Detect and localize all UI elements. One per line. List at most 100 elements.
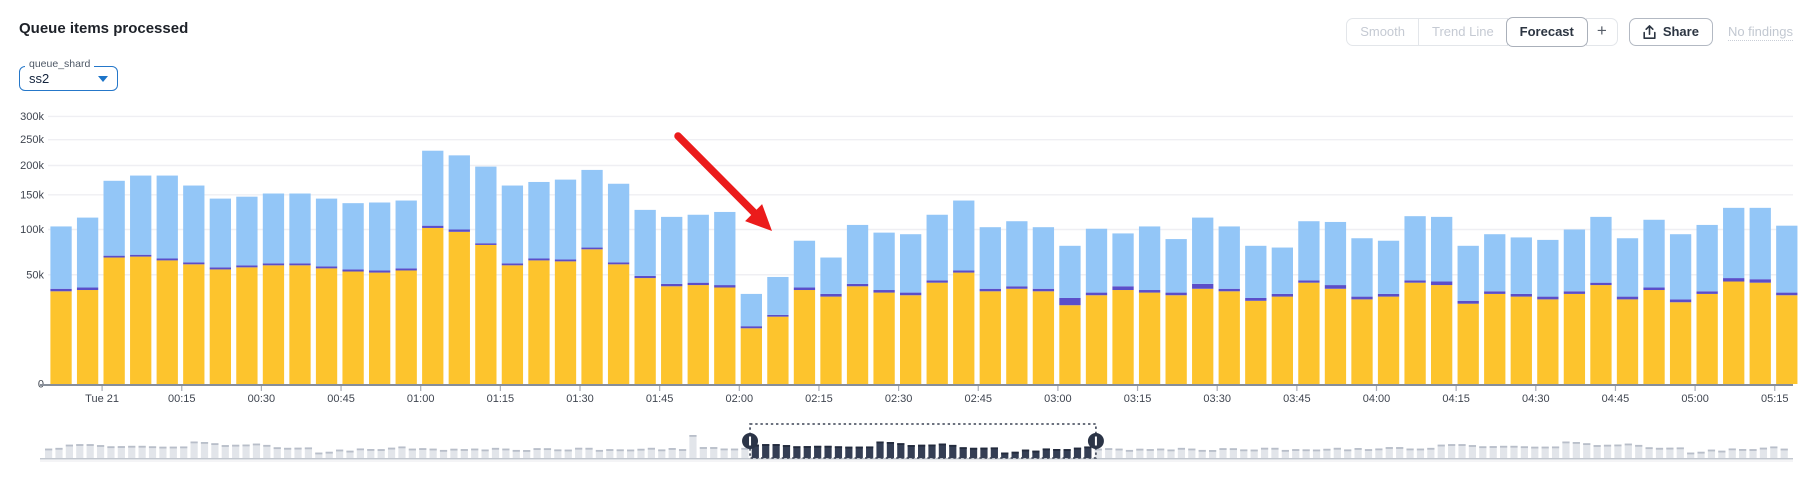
bar[interactable]	[900, 234, 922, 384]
bar[interactable]	[1431, 216, 1453, 384]
minimap-bar-cap	[169, 446, 177, 449]
bar[interactable]	[1457, 245, 1479, 384]
bar[interactable]	[926, 214, 948, 384]
bar[interactable]	[1245, 245, 1267, 384]
bar[interactable]	[475, 166, 497, 384]
bar[interactable]	[767, 276, 789, 384]
bar[interactable]	[422, 150, 444, 384]
minimap-bar-cap	[1583, 443, 1591, 446]
bar[interactable]	[1006, 221, 1028, 384]
bar[interactable]	[1298, 221, 1320, 384]
bar[interactable]	[634, 209, 656, 384]
bar[interactable]	[50, 226, 72, 384]
bar-segment-blue	[1669, 234, 1692, 300]
bar[interactable]	[369, 202, 391, 384]
bar[interactable]	[236, 196, 258, 384]
bar[interactable]	[687, 214, 709, 384]
bar[interactable]	[528, 181, 550, 384]
bar[interactable]	[1271, 247, 1293, 384]
minimap-bar	[1666, 447, 1674, 458]
bar-segment-purple	[1643, 287, 1665, 291]
bar[interactable]	[661, 216, 683, 384]
bar[interactable]	[395, 200, 417, 384]
minimap-bar	[1375, 448, 1383, 458]
bar[interactable]	[953, 200, 975, 384]
forecast-button[interactable]: Forecast	[1505, 17, 1588, 47]
bar[interactable]	[156, 175, 178, 384]
bar[interactable]	[315, 198, 338, 384]
bar[interactable]	[1669, 234, 1692, 384]
bar[interactable]	[76, 217, 99, 384]
bar[interactable]	[103, 180, 125, 384]
bar[interactable]	[1165, 239, 1187, 384]
bar[interactable]	[554, 179, 577, 384]
bar[interactable]	[820, 257, 842, 384]
minimap[interactable]	[40, 435, 1793, 462]
bar-segment-blue	[846, 224, 869, 284]
bar[interactable]	[1085, 228, 1108, 384]
bar-segment-purple	[1324, 285, 1347, 289]
minimap-bar-cap	[1021, 449, 1030, 452]
minimap-brush[interactable]	[742, 423, 1104, 459]
bar[interactable]	[979, 227, 1001, 384]
bar[interactable]	[1192, 217, 1214, 384]
minimap-bar-cap	[1260, 447, 1269, 450]
minimap-bar	[367, 449, 375, 458]
bar-segment-yellow	[1006, 288, 1028, 384]
bar[interactable]	[1563, 229, 1586, 385]
bar[interactable]	[1776, 225, 1798, 384]
bar[interactable]	[1324, 221, 1347, 384]
minimap-bar-cap	[1666, 447, 1674, 450]
bar-segment-purple	[1457, 300, 1479, 304]
bar[interactable]	[448, 155, 470, 384]
bar[interactable]	[714, 211, 736, 384]
bar[interactable]	[289, 193, 311, 384]
bar[interactable]	[1723, 207, 1745, 384]
bar-segment-yellow	[262, 265, 285, 384]
bar[interactable]	[1537, 239, 1559, 384]
bar[interactable]	[1351, 238, 1373, 384]
bar[interactable]	[740, 293, 762, 384]
minimap-bar-cap	[1406, 448, 1414, 451]
bar[interactable]	[1218, 226, 1240, 384]
bar[interactable]	[1616, 238, 1639, 384]
bar[interactable]	[342, 203, 364, 384]
brush-selection-box[interactable]	[749, 423, 1097, 459]
bar[interactable]	[1510, 237, 1532, 384]
add-analysis-button[interactable]: +	[1585, 18, 1618, 46]
bar[interactable]	[1059, 245, 1081, 384]
minimap-bar	[1001, 452, 1009, 458]
queue-shard-select[interactable]: queue_shard ss2	[19, 59, 118, 91]
bar-segment-yellow	[76, 290, 99, 384]
minimap-bar	[1707, 449, 1716, 458]
minimap-bar	[1292, 449, 1300, 458]
bar[interactable]	[1112, 233, 1134, 384]
minimap-bar	[1354, 448, 1362, 458]
minimap-bar	[1302, 449, 1310, 458]
share-button[interactable]: Share	[1628, 18, 1713, 46]
bar[interactable]	[501, 185, 524, 384]
bar-segment-blue	[1431, 216, 1453, 282]
bar-segment-yellow	[1776, 295, 1798, 384]
bar[interactable]	[262, 193, 285, 384]
minimap-bar-cap	[304, 447, 313, 450]
minimap-bar-cap	[1001, 452, 1009, 455]
bar[interactable]	[1484, 234, 1506, 384]
bar[interactable]	[183, 185, 205, 384]
bar[interactable]	[1749, 207, 1771, 384]
bar[interactable]	[846, 224, 869, 384]
bar[interactable]	[873, 232, 895, 384]
bar[interactable]	[793, 240, 816, 384]
bar-segment-blue	[236, 196, 258, 266]
bar[interactable]	[130, 175, 152, 384]
bar[interactable]	[1032, 227, 1055, 384]
bar[interactable]	[581, 169, 603, 384]
bar[interactable]	[1377, 240, 1400, 384]
bar[interactable]	[1138, 226, 1161, 384]
bar[interactable]	[1590, 216, 1612, 384]
bar[interactable]	[1696, 224, 1718, 384]
bar[interactable]	[1404, 216, 1426, 384]
bar[interactable]	[607, 183, 630, 384]
bar[interactable]	[1643, 219, 1665, 384]
bar[interactable]	[209, 198, 231, 384]
